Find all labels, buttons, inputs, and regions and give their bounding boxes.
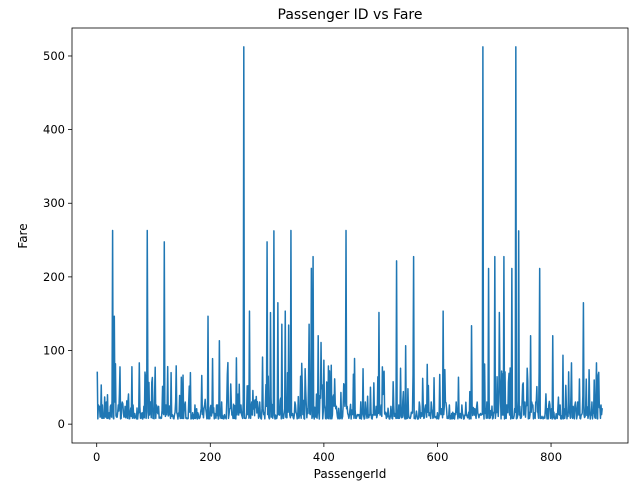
x-tick-label: 200	[199, 450, 221, 464]
y-tick-label: 400	[43, 123, 65, 137]
plot-frame	[71, 27, 629, 444]
x-tick-label: 0	[93, 450, 100, 464]
x-axis-ticks: 0 200 400 600 800	[93, 443, 562, 464]
y-tick-label: 200	[43, 270, 65, 284]
y-axis-label: Fare	[16, 223, 30, 248]
y-tick-label: 100	[43, 344, 65, 358]
x-tick-label: 400	[313, 450, 335, 464]
y-tick-label: 500	[43, 49, 65, 63]
x-tick-label: 800	[540, 450, 562, 464]
x-tick-label: 600	[426, 450, 448, 464]
y-tick-label: 0	[58, 417, 65, 431]
series-line-fare	[96, 46, 603, 420]
x-axis-label: PassengerId	[314, 467, 387, 481]
y-axis-ticks: 0 100 200 300 400 500	[43, 49, 72, 431]
chart-title: Passenger ID vs Fare	[278, 7, 423, 23]
y-tick-label: 300	[43, 196, 65, 210]
